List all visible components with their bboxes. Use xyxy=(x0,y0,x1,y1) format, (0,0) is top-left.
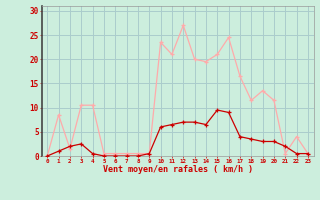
X-axis label: Vent moyen/en rafales ( km/h ): Vent moyen/en rafales ( km/h ) xyxy=(103,165,252,174)
